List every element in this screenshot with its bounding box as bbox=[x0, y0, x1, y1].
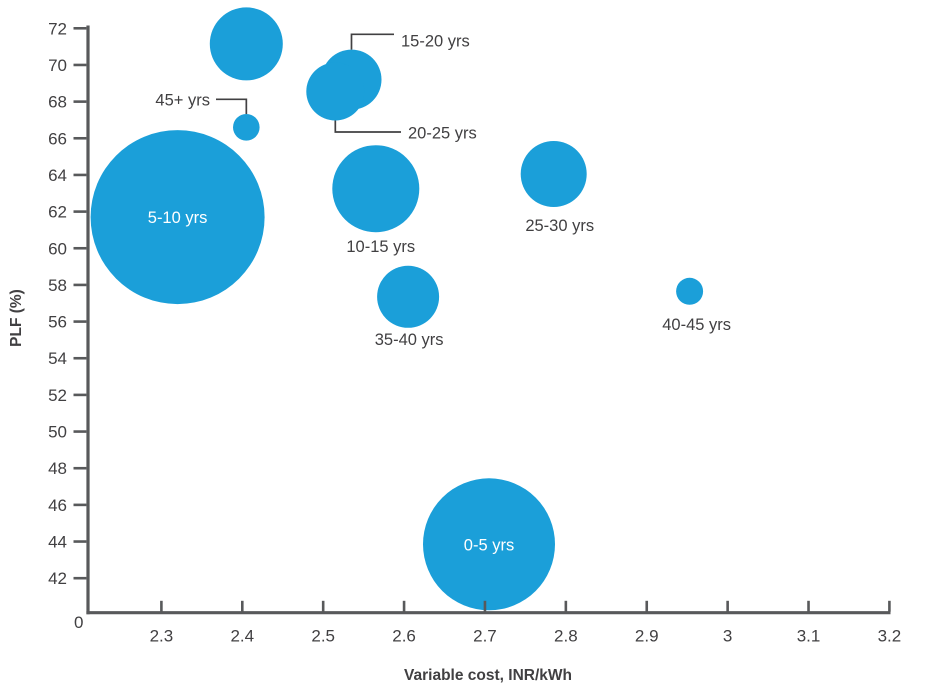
y-tick-label-56: 56 bbox=[48, 313, 67, 332]
y-tick-label-68: 68 bbox=[48, 93, 67, 112]
x-tick-label-2.7: 2.7 bbox=[473, 627, 497, 646]
x-tick-label-2.6: 2.6 bbox=[392, 627, 416, 646]
y-tick-label-48: 48 bbox=[48, 459, 67, 478]
x-tick-label-2.8: 2.8 bbox=[554, 627, 578, 646]
bubble-20-25-yrs bbox=[306, 62, 365, 121]
bubble-label-10-15-yrs: 10-15 yrs bbox=[346, 238, 415, 256]
x-tick-label-2.9: 2.9 bbox=[635, 627, 659, 646]
callout-label-15-20-yrs: 15-20 yrs bbox=[401, 33, 470, 51]
y-tick-label-72: 72 bbox=[48, 19, 67, 38]
bubble-label-5-10-yrs: 5-10 yrs bbox=[148, 209, 208, 227]
y-axis-title: PLF (%) bbox=[8, 289, 25, 347]
y-tick-label-62: 62 bbox=[48, 203, 67, 222]
x-tick-label-2.3: 2.3 bbox=[150, 627, 174, 646]
y-tick-label-58: 58 bbox=[48, 276, 67, 295]
bubble-label-0-5-yrs: 0-5 yrs bbox=[464, 536, 514, 554]
callout-line-15-20-yrs bbox=[350, 33, 394, 50]
x-tick-label-3: 3 bbox=[723, 627, 732, 646]
x-tick-label-2.5: 2.5 bbox=[311, 627, 335, 646]
y-tick-label-60: 60 bbox=[48, 239, 67, 258]
bubble-5-10-yrs bbox=[90, 130, 265, 305]
y-tick-label-54: 54 bbox=[48, 349, 67, 368]
bubble-45-yrs bbox=[233, 114, 260, 141]
callout-line-45-yrs bbox=[216, 98, 248, 114]
y-tick-label-42: 42 bbox=[48, 569, 67, 588]
bubble-unlabeled bbox=[209, 7, 283, 81]
bubble-35-40-yrs bbox=[377, 265, 440, 328]
x-tick-label-2.4: 2.4 bbox=[230, 627, 254, 646]
y-tick-label-50: 50 bbox=[48, 423, 67, 442]
bubble-label-40-45-yrs: 40-45 yrs bbox=[662, 316, 731, 334]
callout-line-20-25-yrs bbox=[334, 120, 401, 133]
x-tick-label-3.2: 3.2 bbox=[878, 627, 902, 646]
bubble-label-25-30-yrs: 25-30 yrs bbox=[525, 217, 594, 235]
bubble-0-5-yrs bbox=[423, 478, 555, 611]
bubble-label-35-40-yrs: 35-40 yrs bbox=[375, 331, 444, 349]
bubble-40-45-yrs bbox=[676, 277, 704, 305]
bubble-10-15-yrs bbox=[332, 145, 420, 233]
callout-label-20-25-yrs: 20-25 yrs bbox=[408, 125, 477, 143]
y-origin-label: 0 bbox=[74, 613, 83, 632]
y-tick-label-52: 52 bbox=[48, 386, 67, 405]
y-tick-label-66: 66 bbox=[48, 129, 67, 148]
y-tick-label-64: 64 bbox=[48, 166, 67, 185]
y-tick-label-46: 46 bbox=[48, 496, 67, 515]
x-axis-title: Variable cost, INR/kWh bbox=[404, 667, 572, 684]
callout-label-45-yrs: 45+ yrs bbox=[155, 92, 210, 110]
x-tick-label-3.1: 3.1 bbox=[797, 627, 821, 646]
bubble-25-30-yrs bbox=[520, 141, 587, 207]
y-tick-label-44: 44 bbox=[48, 533, 67, 552]
y-tick-label-70: 70 bbox=[48, 56, 67, 75]
